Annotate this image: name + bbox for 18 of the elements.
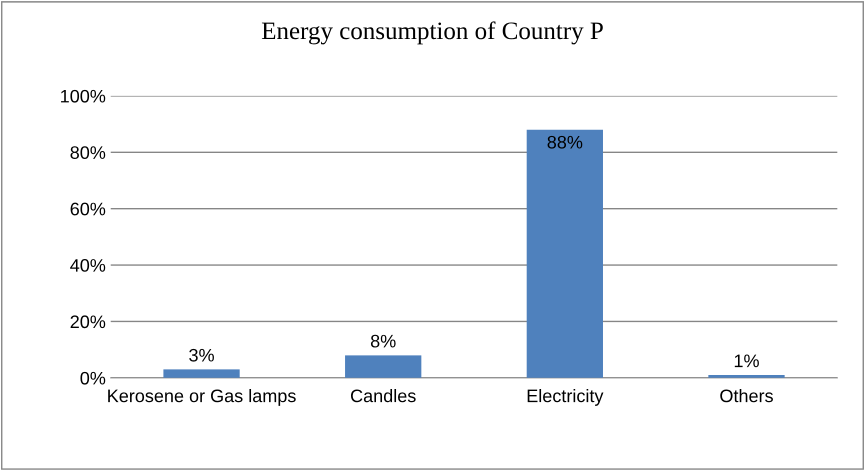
y-tick-label: 80% <box>70 146 106 159</box>
bar <box>526 130 603 378</box>
y-tick-label: 60% <box>70 202 106 216</box>
y-tick-label: 100% <box>61 90 106 103</box>
x-tick-label: Electricity <box>528 388 604 406</box>
data-label: 1% <box>734 354 759 368</box>
x-tick-label: Kerosene or Gas lamps <box>108 388 296 406</box>
y-tick-label: 20% <box>70 315 106 328</box>
data-label: 8% <box>370 334 396 348</box>
data-label: 88% <box>548 136 582 149</box>
bar <box>345 355 422 378</box>
data-label: 3% <box>189 348 214 362</box>
chart-title: Energy consumption of Country P <box>262 21 603 44</box>
x-tick-label: Others <box>720 388 773 402</box>
x-tick-label: Candles <box>350 388 416 402</box>
bar <box>163 369 240 378</box>
y-tick-label: 0% <box>80 372 106 385</box>
y-tick-label: 40% <box>70 259 106 272</box>
